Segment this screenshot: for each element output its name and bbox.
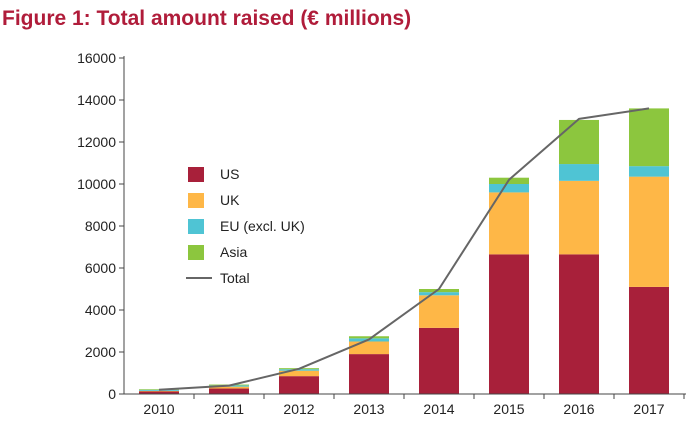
bar-us-2017 xyxy=(629,286,669,394)
legend-swatch-us xyxy=(188,167,204,182)
legend-label-uk: UK xyxy=(220,192,240,208)
x-tick-label: 2017 xyxy=(633,401,664,417)
bar-us-2014 xyxy=(419,327,459,394)
chart-title: Figure 1: Total amount raised (€ million… xyxy=(2,7,411,30)
bar-us-2015 xyxy=(489,254,529,394)
y-tick-label: 6000 xyxy=(85,260,116,276)
y-tick-label: 8000 xyxy=(85,218,116,234)
bar-uk-2013 xyxy=(349,341,389,355)
bar-asia-2014 xyxy=(419,289,459,293)
legend-swatch-uk xyxy=(188,193,204,208)
y-tick-label: 2000 xyxy=(85,344,116,360)
bar-uk-2010 xyxy=(139,390,179,392)
bar-eu-excl-uk-2014 xyxy=(419,292,459,296)
legend: US UK EU (excl. UK) Asia Total xyxy=(186,166,305,286)
bar-uk-2011 xyxy=(209,386,249,389)
x-tick-label: 2014 xyxy=(423,401,454,417)
line-total xyxy=(158,107,650,391)
bar-eu-excl-uk-2012 xyxy=(279,369,319,371)
bar-us-2011 xyxy=(209,388,249,394)
x-tick-label: 2011 xyxy=(214,401,244,417)
y-tick-label: 12000 xyxy=(77,134,116,150)
bar-eu-excl-uk-2017 xyxy=(629,166,669,177)
x-tick-label: 2012 xyxy=(283,401,314,417)
bar-asia-2016 xyxy=(559,119,599,165)
bar-uk-2015 xyxy=(489,192,529,255)
x-tick-label: 2013 xyxy=(353,401,384,417)
bar-uk-2016 xyxy=(559,180,599,255)
x-tick-label: 2016 xyxy=(563,401,594,417)
legend-label-us: US xyxy=(220,166,239,182)
plot-area: 0 2000 4000 6000 8000 10000 12000 14000 16000 201… xyxy=(77,50,686,417)
x-tick-label: 2015 xyxy=(493,401,524,417)
bar-uk-2012 xyxy=(279,370,319,377)
bar-asia-2013 xyxy=(349,336,389,339)
bar-us-2016 xyxy=(559,254,599,394)
legend-swatch-asia xyxy=(188,245,204,260)
bar-us-2010 xyxy=(139,391,179,394)
y-tick-label: 0 xyxy=(108,386,116,402)
legend-swatch-eu-excl-uk xyxy=(188,219,204,234)
bar-eu-excl-uk-2016 xyxy=(559,164,599,181)
y-tick-label: 14000 xyxy=(77,92,116,108)
y-tick-label: 16000 xyxy=(77,50,116,66)
bar-uk-2014 xyxy=(419,295,459,328)
bar-asia-2017 xyxy=(629,108,669,167)
x-tick-label: 2010 xyxy=(143,401,174,417)
bar-us-2012 xyxy=(279,376,319,394)
legend-label-asia: Asia xyxy=(220,244,247,260)
y-tick-label: 4000 xyxy=(85,302,116,318)
bar-uk-2017 xyxy=(629,176,669,287)
legend-label-eu-excl-uk: EU (excl. UK) xyxy=(220,218,305,234)
bar-eu-excl-uk-2010 xyxy=(139,389,179,391)
legend-label-total: Total xyxy=(220,270,250,286)
y-tick-label: 10000 xyxy=(77,176,116,192)
bar-eu-excl-uk-2015 xyxy=(489,184,529,193)
bar-us-2013 xyxy=(349,354,389,394)
